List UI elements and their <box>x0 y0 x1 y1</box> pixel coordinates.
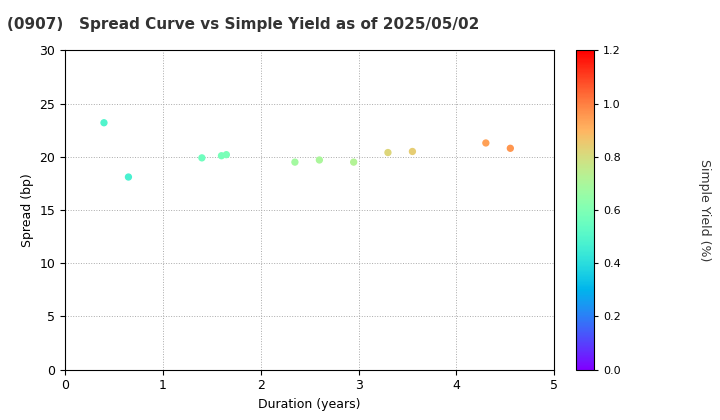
Point <box>220 151 232 158</box>
Point <box>382 149 394 156</box>
Point <box>289 159 301 165</box>
Point <box>196 155 207 161</box>
Point <box>505 145 516 152</box>
Point <box>98 119 109 126</box>
Point <box>314 157 325 163</box>
Point <box>480 139 492 146</box>
Point <box>122 173 134 180</box>
Point <box>216 152 228 159</box>
Text: Simple Yield (%): Simple Yield (%) <box>698 159 711 261</box>
Point <box>348 159 359 165</box>
Y-axis label: Spread (bp): Spread (bp) <box>21 173 34 247</box>
X-axis label: Duration (years): Duration (years) <box>258 398 361 411</box>
Text: (0907)   Spread Curve vs Simple Yield as of 2025/05/02: (0907) Spread Curve vs Simple Yield as o… <box>7 17 480 32</box>
Point <box>407 148 418 155</box>
